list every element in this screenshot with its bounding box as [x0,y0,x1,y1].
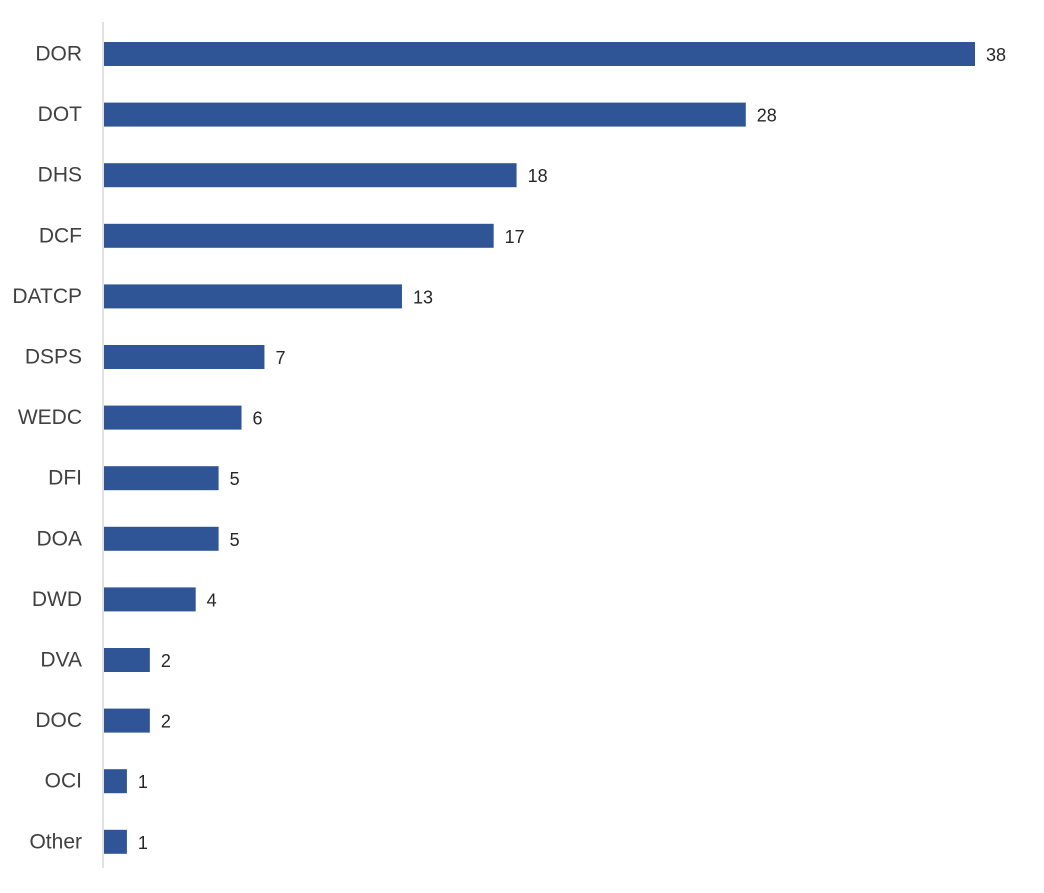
category-labels-group: DOR DOT DHS DCF DATCP DSPS WEDC DFI DOA DWD DVA DOC… [12,43,82,854]
bar-dwd [104,587,196,612]
value-label-oci: 1 [138,772,148,792]
bar-dva [104,648,150,672]
category-label-dfi: DFI [48,467,82,490]
value-label-other: 1 [138,833,148,853]
category-label-doa: DOA [36,527,82,550]
category-label-other: Other [29,830,82,853]
value-label-wedc: 6 [253,409,263,429]
category-label-dhs: DHS [38,164,82,187]
category-label-datcp: DATCP [12,285,82,308]
value-label-datcp: 13 [413,287,433,307]
value-label-dva: 2 [161,651,171,671]
category-label-dsps: DSPS [25,346,82,369]
category-label-dwd: DWD [32,588,82,611]
category-label-doc: DOC [35,709,82,732]
value-label-dot: 28 [757,106,777,126]
category-label-dor: DOR [35,43,82,66]
value-label-doa: 5 [230,530,240,550]
bar-dcf [104,223,494,248]
value-label-dhs: 18 [528,166,548,186]
value-label-dwd: 4 [207,590,217,610]
bars-group [104,42,975,854]
bar-doc [104,708,150,733]
category-label-dcf: DCF [39,224,82,247]
value-label-doc: 2 [161,712,171,732]
category-label-wedc: WEDC [18,406,82,429]
value-label-dfi: 5 [230,469,240,489]
category-label-oci: OCI [45,770,82,793]
bar-oci [104,769,127,794]
category-label-dva: DVA [40,649,82,672]
bar-dot [104,102,746,127]
category-label-dot: DOT [38,103,83,126]
bar-doa [104,526,219,551]
value-labels-group: 38 28 18 17 13 7 6 5 5 4 2 2 1 1 [138,45,1006,853]
bar-wedc [104,405,242,430]
bar-dhs [104,163,517,188]
value-label-dor: 38 [986,45,1006,65]
bar-dsps [104,345,265,369]
value-label-dcf: 17 [505,227,525,247]
bar-dfi [104,466,219,491]
bar-other [104,829,127,854]
bar-datcp [104,284,402,309]
bar-dor [104,42,975,66]
value-label-dsps: 7 [275,348,285,368]
